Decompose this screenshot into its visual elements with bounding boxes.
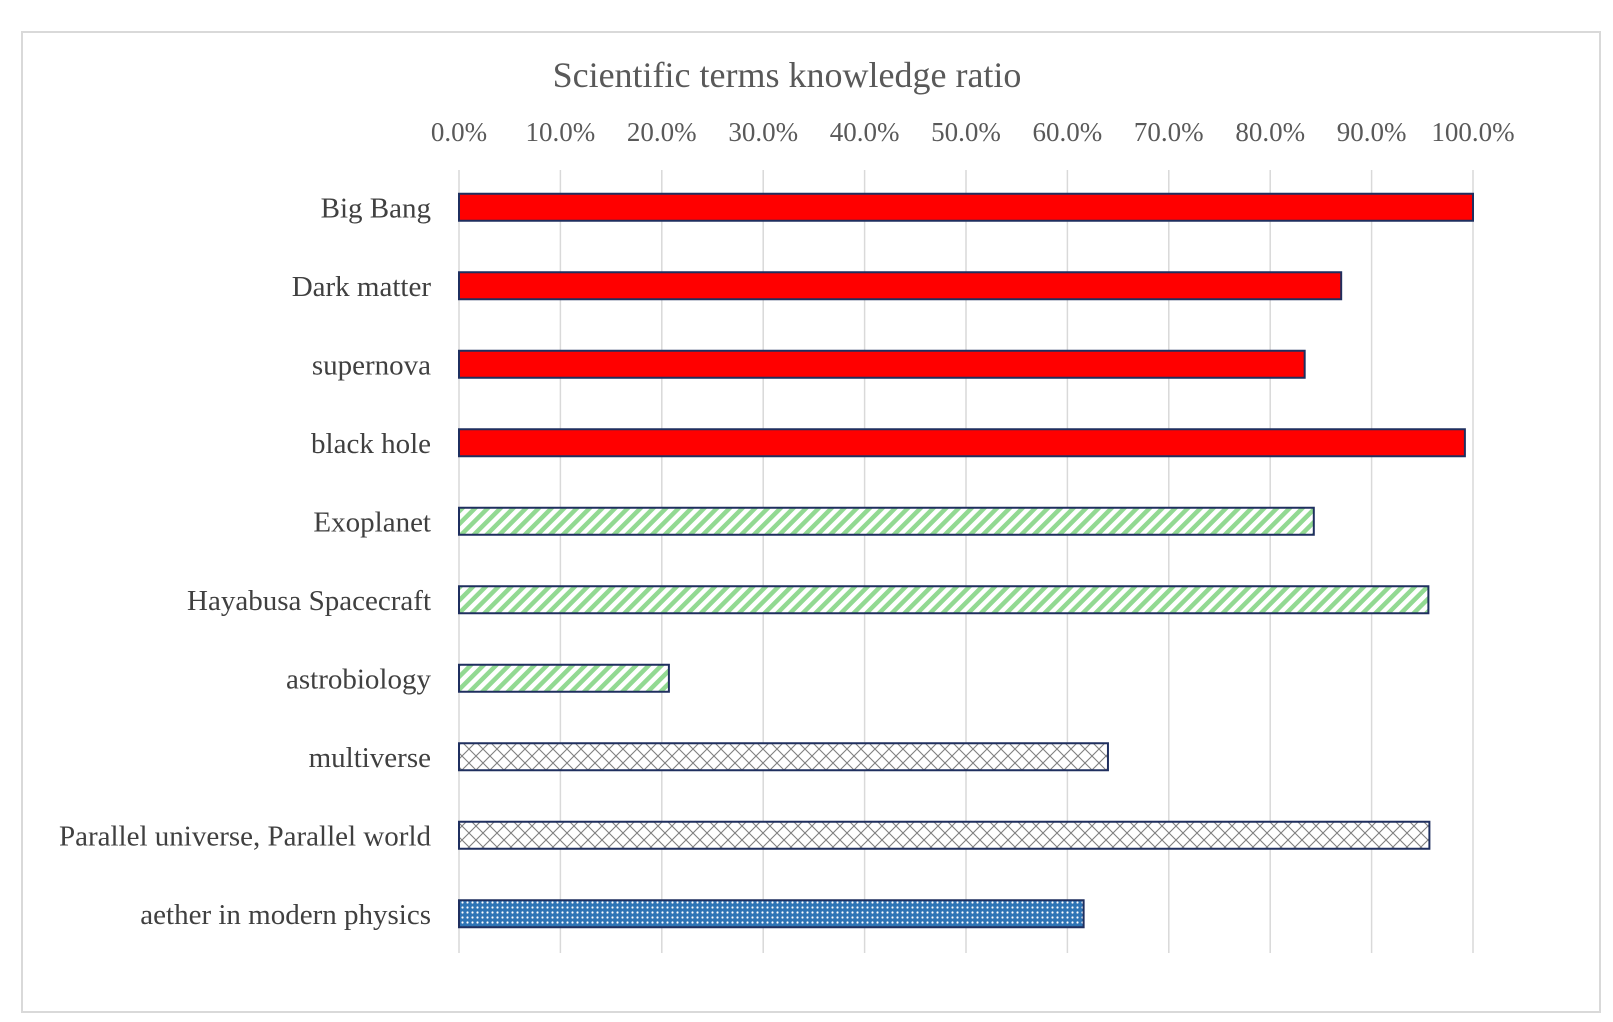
x-tick-label: 60.0% — [1033, 117, 1103, 147]
category-label: Dark matter — [292, 271, 432, 303]
bar — [458, 271, 1343, 301]
x-tick-label: 40.0% — [830, 117, 900, 147]
bar — [458, 585, 1430, 615]
bar — [458, 742, 1109, 772]
bar — [458, 899, 1085, 929]
x-tick-label: 100.0% — [1431, 117, 1514, 147]
x-tick-label: 0.0% — [431, 117, 487, 147]
x-tick-label: 50.0% — [931, 117, 1001, 147]
bar — [458, 506, 1315, 536]
x-tick-label: 90.0% — [1337, 117, 1407, 147]
x-tick-label: 20.0% — [627, 117, 697, 147]
x-tick-label: 10.0% — [526, 117, 596, 147]
category-label: supernova — [312, 349, 431, 381]
category-label: aether in modern physics — [140, 899, 431, 931]
bar — [458, 349, 1306, 379]
category-label: Parallel universe, Parallel world — [59, 820, 432, 852]
category-label: multiverse — [309, 742, 431, 774]
bar — [458, 428, 1466, 458]
category-label: black hole — [311, 428, 431, 460]
category-label: Big Bang — [321, 192, 431, 224]
category-labels: Big Bang Dark matter supernova black hole Ex… — [59, 192, 432, 931]
category-label: Exoplanet — [313, 506, 431, 538]
chart-title: Scientific terms knowledge ratio — [553, 55, 1022, 95]
x-tick-label: 80.0% — [1235, 117, 1305, 147]
x-axis-ticks: 0.0% 10.0% 20.0% 30.0% 40.0% 50.0% 60.0% 70.0% 8… — [431, 117, 1515, 147]
category-label: astrobiology — [286, 663, 431, 695]
bars — [458, 192, 1474, 929]
bar — [458, 663, 670, 693]
bar — [458, 192, 1474, 222]
x-tick-label: 30.0% — [728, 117, 798, 147]
category-label: Hayabusa Spacecraft — [187, 585, 431, 617]
x-tick-label: 70.0% — [1134, 117, 1204, 147]
bar — [458, 820, 1431, 850]
